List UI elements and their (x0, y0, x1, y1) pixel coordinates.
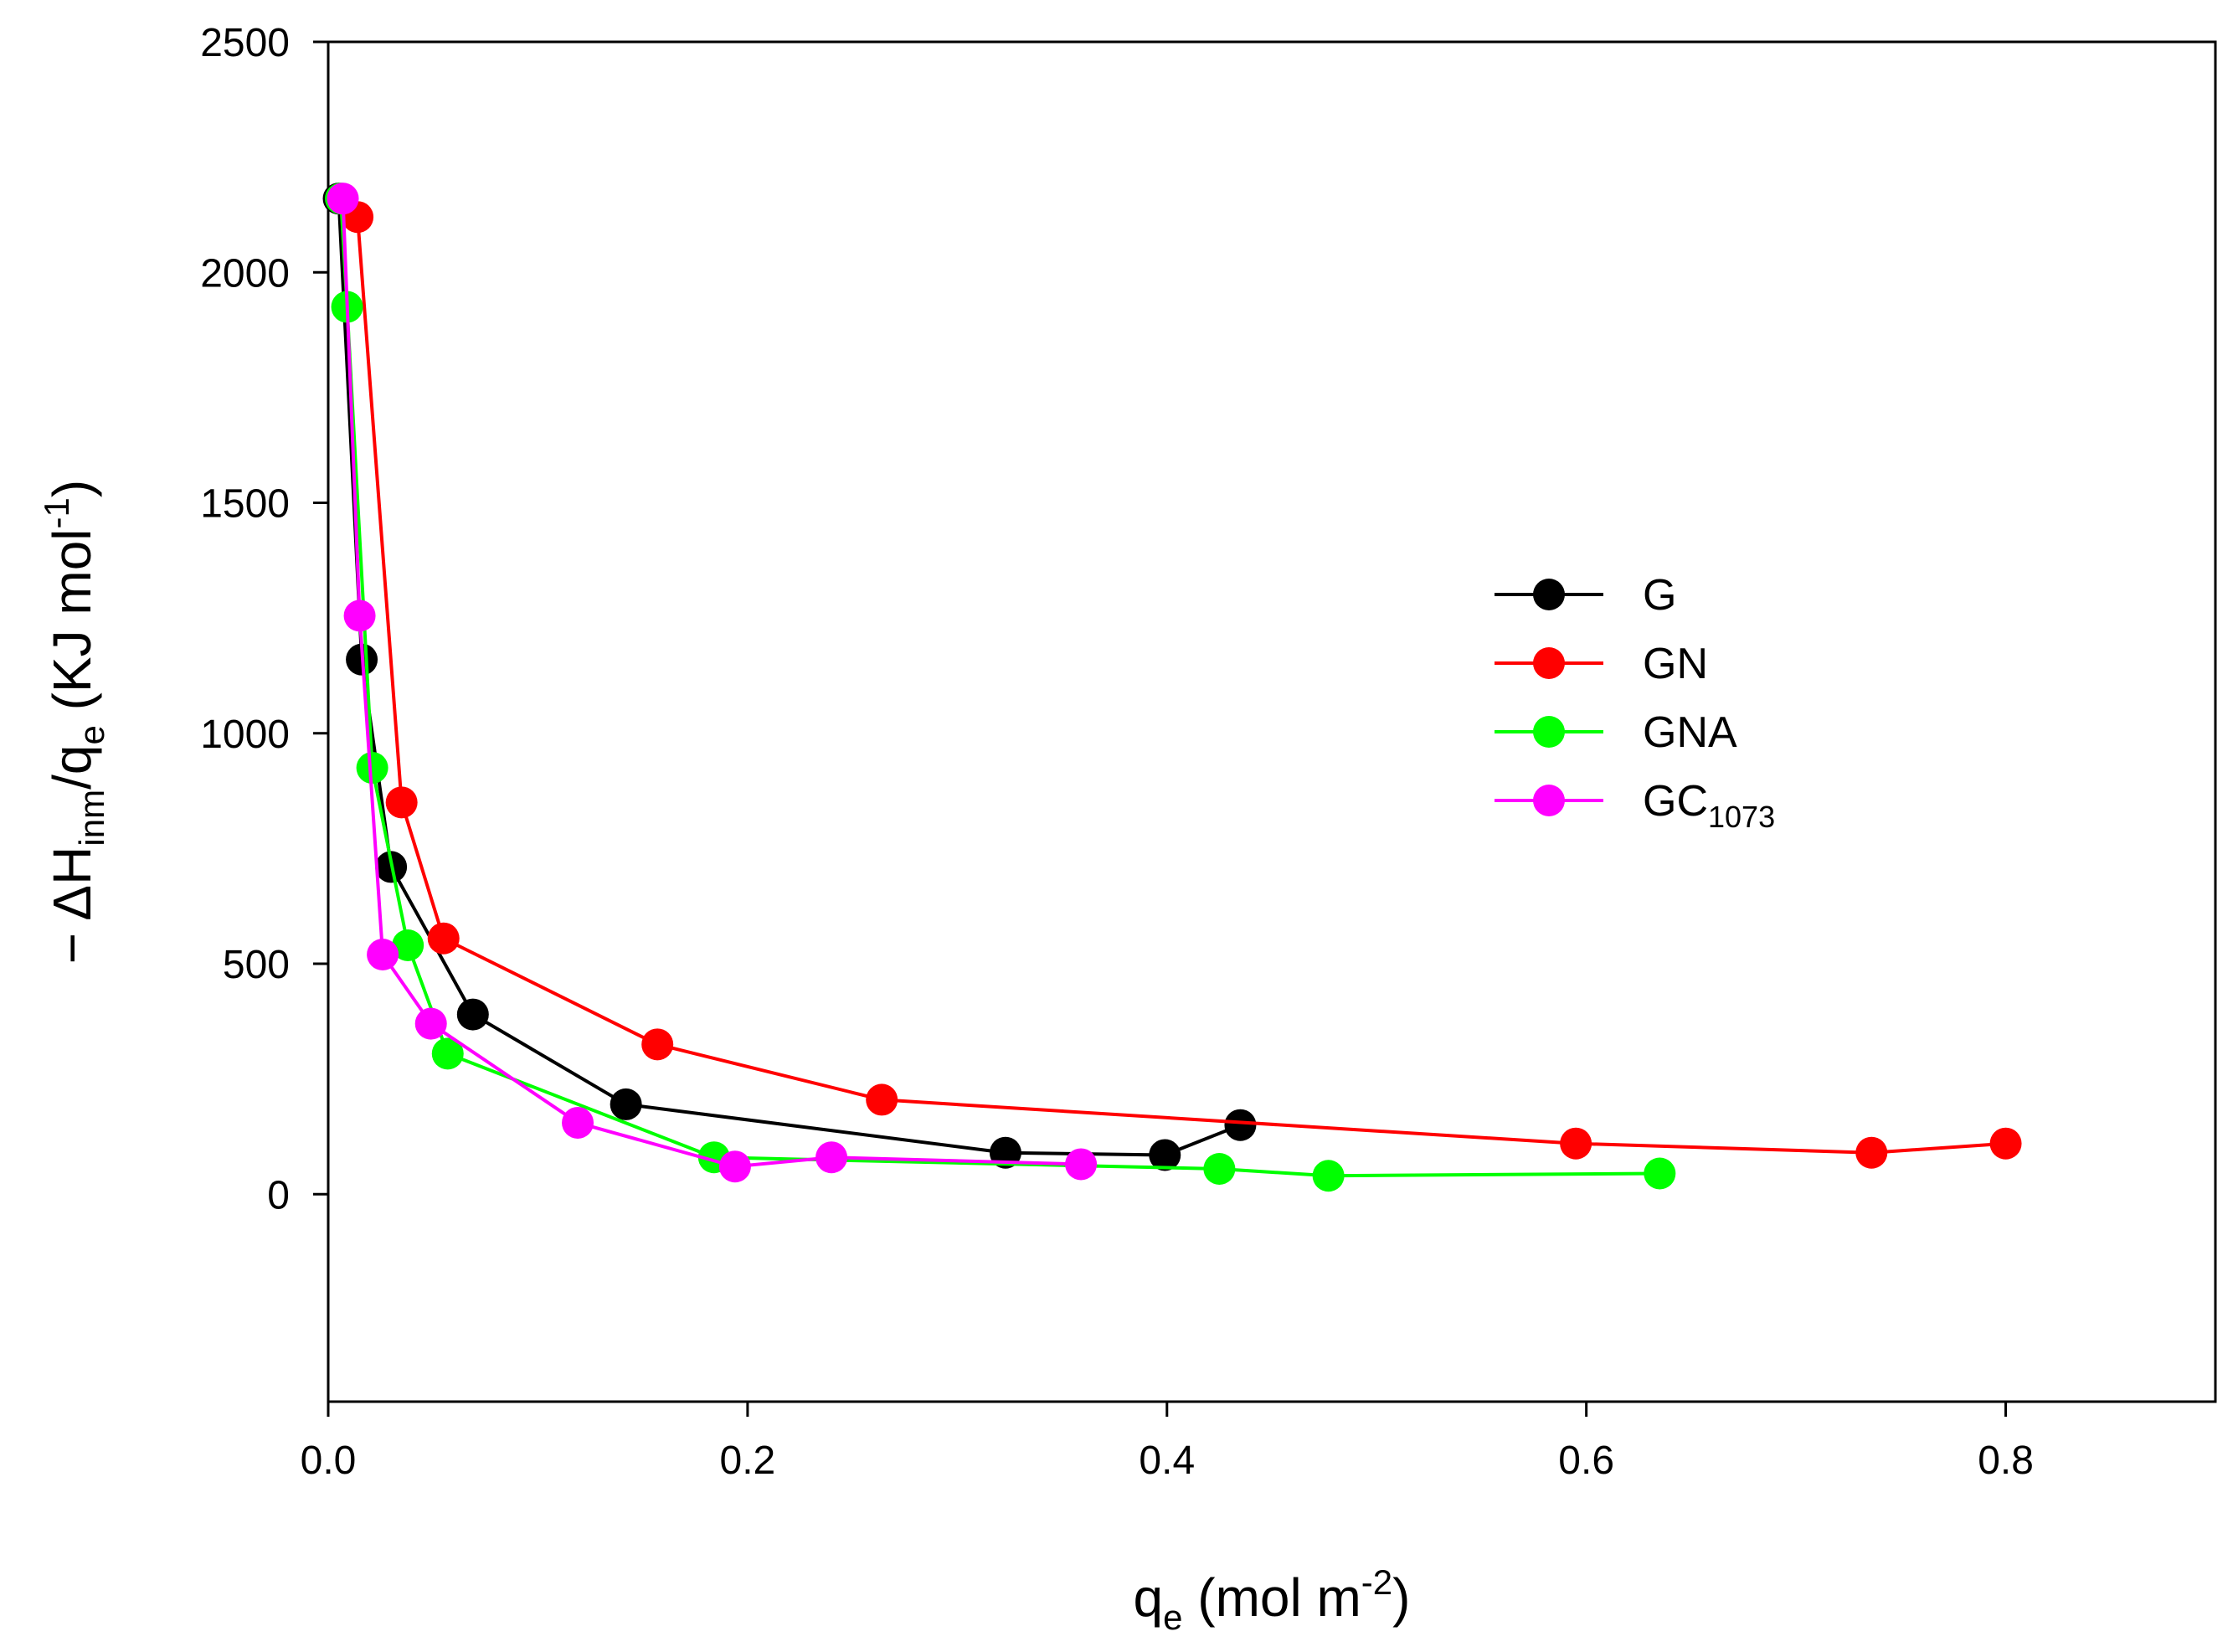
data-point-G (1224, 1109, 1257, 1141)
legend-item-GC1073: GC1073 (1495, 777, 1775, 834)
data-point-G (1149, 1139, 1181, 1171)
x-tick-label: 0.2 (720, 1438, 776, 1483)
legend-item-GNA: GNA (1495, 708, 1737, 757)
y-tick-label: 2000 (200, 251, 290, 296)
data-point-GNA (1203, 1152, 1236, 1185)
data-point-GC1073 (718, 1150, 751, 1183)
legend-label: GN (1643, 640, 1708, 688)
y-tick-label: 1500 (200, 482, 290, 527)
y-tick-label: 2500 (200, 21, 290, 65)
x-tick-label: 0.6 (1558, 1438, 1614, 1483)
legend-label: GC1073 (1643, 777, 1775, 834)
legend: G GN GNA GC1073 (1495, 571, 1775, 834)
data-point-GC1073 (343, 600, 376, 632)
data-point-GNA (431, 1037, 464, 1070)
data-point-GNA (356, 752, 388, 785)
data-point-GC1073 (562, 1106, 594, 1139)
legend-marker (1533, 579, 1565, 610)
data-point-GC1073 (815, 1141, 848, 1174)
x-axis-title: qe (mol m-2) (1134, 1562, 1411, 1637)
data-point-GNA (392, 929, 424, 961)
data-point-GC1073 (327, 183, 359, 215)
x-tick-label: 0.4 (1139, 1438, 1195, 1483)
data-point-GN (1560, 1127, 1592, 1160)
x-tick-label: 0.0 (301, 1438, 357, 1483)
data-point-GNA (1644, 1157, 1676, 1190)
x-tick-label: 0.8 (1978, 1438, 2034, 1483)
series-line-GC1073 (341, 198, 1082, 1169)
data-point-GC1073 (414, 1007, 447, 1040)
data-point-GC1073 (367, 939, 399, 971)
plot-area (327, 40, 2217, 1403)
series-GC1073 (327, 183, 1098, 1183)
y-tick-label: 1000 (200, 713, 290, 757)
y-axis-title: − ΔHinm/qe (KJ mol-1) (37, 480, 111, 964)
y-axis: 0 500 1000 1500 2000 2500 (200, 21, 328, 1217)
data-point-GN (427, 922, 460, 955)
data-point-G (610, 1088, 642, 1120)
data-point-GN (385, 786, 418, 819)
series-layer (322, 183, 2022, 1192)
legend-marker (1533, 785, 1565, 816)
data-point-GC1073 (1065, 1148, 1098, 1181)
data-point-G (456, 998, 489, 1031)
y-tick-label: 500 (223, 943, 290, 987)
data-point-GNA (1312, 1160, 1345, 1192)
data-point-GN (1989, 1127, 2022, 1160)
legend-marker (1533, 647, 1565, 679)
data-point-GN (1855, 1136, 1888, 1169)
data-point-GN (866, 1083, 898, 1116)
data-point-GN (641, 1028, 674, 1061)
series-line-GN (356, 217, 2006, 1155)
legend-label: G (1643, 571, 1676, 620)
x-axis: 0.0 0.2 0.4 0.6 0.8 (301, 1402, 2034, 1483)
legend-marker (1533, 716, 1565, 748)
legend-item-G: G (1495, 571, 1676, 620)
legend-item-GN: GN (1495, 640, 1708, 688)
y-tick-label: 0 (267, 1173, 290, 1217)
legend-label: GNA (1643, 708, 1737, 757)
series-GN (342, 201, 2022, 1169)
